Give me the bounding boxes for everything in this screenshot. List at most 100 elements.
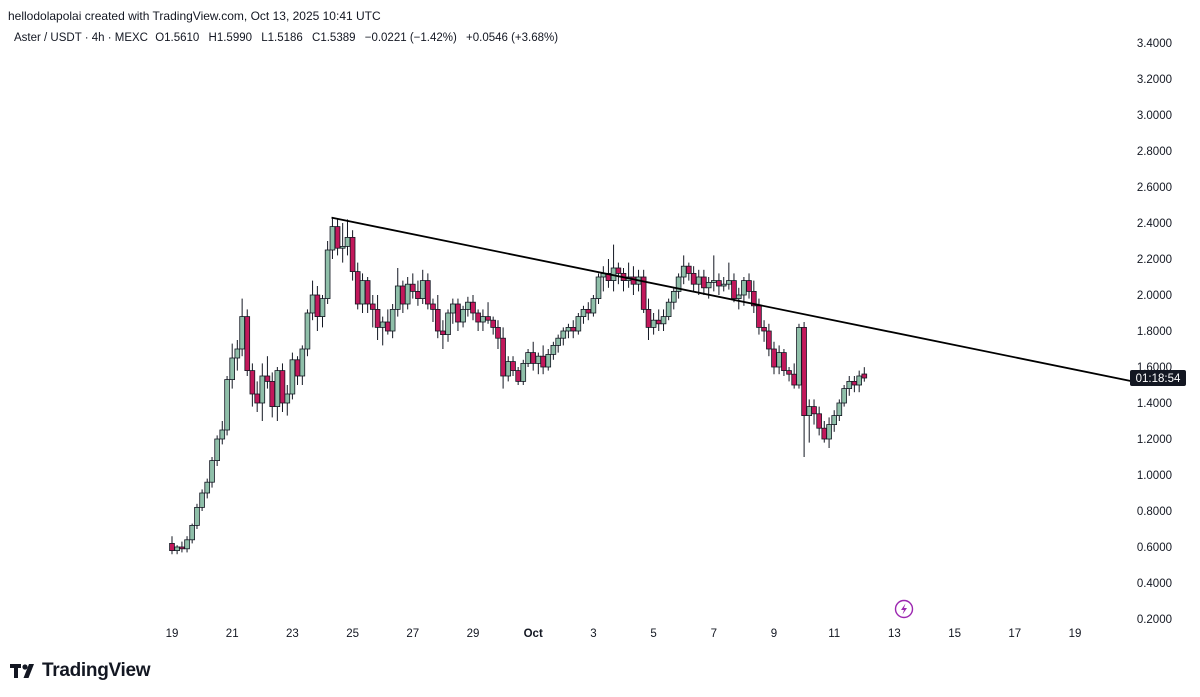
candle[interactable] xyxy=(495,320,501,349)
candle[interactable] xyxy=(169,536,175,555)
candle[interactable] xyxy=(781,349,787,376)
candle[interactable] xyxy=(585,302,592,321)
candle[interactable] xyxy=(761,320,767,342)
candle[interactable] xyxy=(560,327,567,346)
candle[interactable] xyxy=(354,262,361,310)
candle[interactable] xyxy=(465,296,471,317)
candle[interactable] xyxy=(419,269,426,304)
candle[interactable] xyxy=(535,352,542,375)
candle[interactable] xyxy=(229,343,236,389)
candle[interactable] xyxy=(219,421,226,445)
candle[interactable] xyxy=(224,376,230,436)
candle[interactable] xyxy=(590,295,597,317)
lightning-icon[interactable] xyxy=(894,599,914,619)
candle[interactable] xyxy=(846,376,853,396)
candle[interactable] xyxy=(239,298,245,357)
candle[interactable] xyxy=(831,410,837,432)
candle[interactable] xyxy=(555,334,561,353)
candle[interactable] xyxy=(595,273,602,304)
candle[interactable] xyxy=(374,295,381,340)
candle[interactable] xyxy=(460,305,466,328)
candle[interactable] xyxy=(194,503,200,529)
candle[interactable] xyxy=(289,352,296,400)
candle[interactable] xyxy=(746,273,752,299)
candle[interactable] xyxy=(716,273,722,295)
candle[interactable] xyxy=(389,304,396,339)
candle[interactable] xyxy=(711,255,717,292)
candle[interactable] xyxy=(349,230,356,281)
candle[interactable] xyxy=(525,349,531,367)
candle[interactable] xyxy=(836,399,843,421)
candle[interactable] xyxy=(520,359,527,385)
candle[interactable] xyxy=(751,280,757,313)
candle[interactable] xyxy=(404,277,411,310)
candle[interactable] xyxy=(214,435,220,466)
candle[interactable] xyxy=(294,356,301,385)
candle[interactable] xyxy=(650,313,657,335)
tradingview-logo[interactable]: TradingView xyxy=(10,660,151,682)
candle[interactable] xyxy=(425,273,431,310)
candle[interactable] xyxy=(841,385,847,407)
candle[interactable] xyxy=(510,356,516,376)
candle[interactable] xyxy=(179,541,185,553)
candle[interactable] xyxy=(385,309,391,335)
candle[interactable] xyxy=(530,341,536,371)
candle[interactable] xyxy=(610,244,617,292)
candle[interactable] xyxy=(766,323,772,357)
candle[interactable] xyxy=(189,523,195,544)
candle[interactable] xyxy=(655,309,662,331)
candle[interactable] xyxy=(806,399,813,443)
candle[interactable] xyxy=(480,309,486,331)
candle[interactable] xyxy=(565,323,572,339)
candle[interactable] xyxy=(776,345,782,375)
candle[interactable] xyxy=(500,327,506,389)
candle[interactable] xyxy=(645,298,652,340)
candle[interactable] xyxy=(720,277,727,292)
candle[interactable] xyxy=(540,345,546,375)
candle[interactable] xyxy=(726,262,732,290)
candle[interactable] xyxy=(364,277,371,313)
candle[interactable] xyxy=(339,223,346,263)
candle[interactable] xyxy=(259,363,266,421)
candle[interactable] xyxy=(430,298,436,322)
candle[interactable] xyxy=(695,269,702,295)
candle[interactable] xyxy=(701,269,707,295)
candle[interactable] xyxy=(550,341,557,360)
candle[interactable] xyxy=(505,356,512,382)
candle[interactable] xyxy=(304,309,311,357)
candle[interactable] xyxy=(515,367,521,385)
candle[interactable] xyxy=(771,341,777,375)
candle[interactable] xyxy=(209,457,215,488)
candle[interactable] xyxy=(204,478,211,499)
candle[interactable] xyxy=(445,309,451,342)
candle[interactable] xyxy=(811,399,817,425)
candle[interactable] xyxy=(314,286,321,331)
candle[interactable] xyxy=(826,417,832,448)
candle[interactable] xyxy=(475,309,481,331)
candle[interactable] xyxy=(379,316,386,346)
candle[interactable] xyxy=(309,280,316,321)
candle[interactable] xyxy=(434,295,441,339)
candle[interactable] xyxy=(851,376,858,393)
candle[interactable] xyxy=(680,255,687,285)
candle[interactable] xyxy=(630,266,637,295)
candle[interactable] xyxy=(249,363,256,407)
trendline[interactable] xyxy=(331,216,1151,386)
candle[interactable] xyxy=(490,316,496,335)
candle[interactable] xyxy=(279,363,286,412)
candle[interactable] xyxy=(660,309,667,331)
candle[interactable] xyxy=(675,273,682,299)
candle[interactable] xyxy=(625,262,632,288)
candle[interactable] xyxy=(670,287,677,310)
candle[interactable] xyxy=(735,287,742,310)
candle[interactable] xyxy=(244,309,251,376)
candle[interactable] xyxy=(299,345,306,385)
candle[interactable] xyxy=(470,295,476,321)
candle[interactable] xyxy=(786,367,792,382)
candle[interactable] xyxy=(329,217,336,259)
candle[interactable] xyxy=(615,262,622,285)
candle[interactable] xyxy=(184,536,190,553)
candle[interactable] xyxy=(400,280,406,313)
candle[interactable] xyxy=(816,406,822,436)
candle[interactable] xyxy=(174,545,180,555)
